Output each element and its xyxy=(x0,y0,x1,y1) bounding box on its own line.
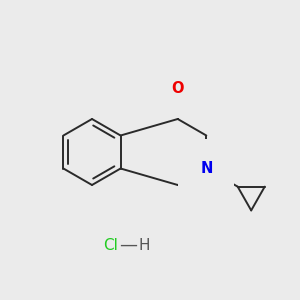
Text: Cl: Cl xyxy=(103,238,118,253)
Text: H: H xyxy=(138,238,149,253)
Text: O: O xyxy=(172,81,184,96)
Text: —: — xyxy=(119,236,137,254)
Text: N: N xyxy=(200,161,212,176)
